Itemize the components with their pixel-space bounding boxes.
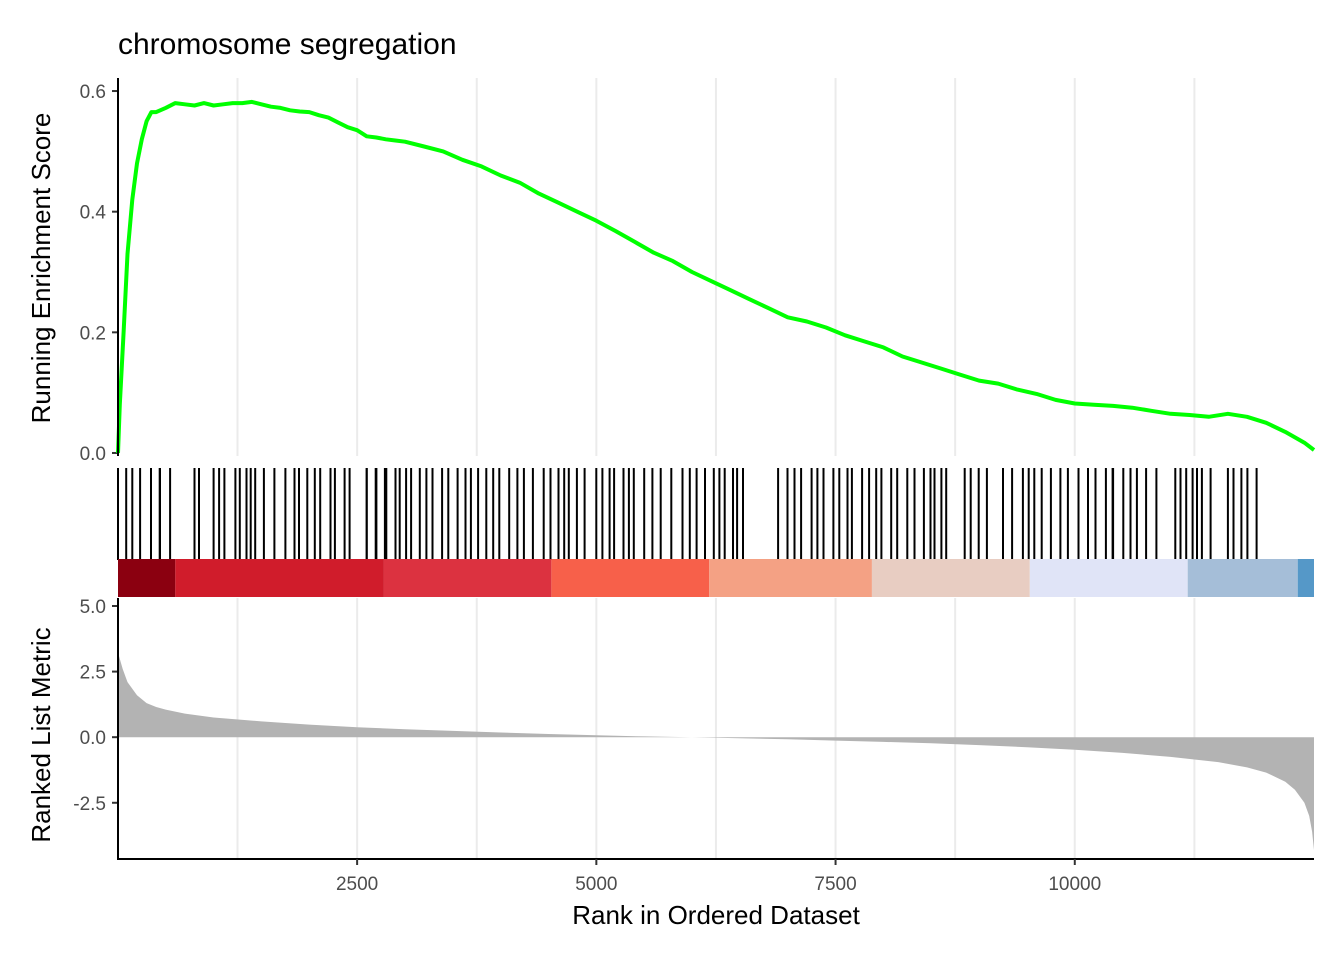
ranked-metric-y-axis: -2.5 0.0 2.5 5.0	[73, 597, 118, 815]
ranked-metric-y-title: Ranked List Metric	[26, 627, 56, 842]
ranked-metric-gridlines	[236, 598, 1196, 859]
x-tick-label-2: 5000	[575, 874, 617, 895]
gene-hit-panel	[117, 468, 1258, 560]
ranked-metric-y-tick-label-1: -2.5	[73, 794, 106, 815]
running-score-y-tick-label-2: 0.2	[80, 323, 106, 344]
color-bar-segment-9	[1297, 559, 1314, 597]
ranked-metric-y-tick-label-3: 2.5	[80, 663, 106, 684]
running-score-y-axis: 0.0 0.2 0.4 0.6	[80, 82, 118, 465]
chart-title: chromosome segregation	[118, 28, 457, 61]
x-axis: 2500 5000 7500 10000	[336, 859, 1101, 895]
x-axis-title: Rank in Ordered Dataset	[572, 900, 860, 930]
running-score-panel: 0.0 0.2 0.4 0.6 Running Enrichment Score	[26, 78, 1316, 465]
color-bar-segment-5	[709, 559, 872, 597]
running-score-y-title: Running Enrichment Score	[26, 113, 56, 424]
running-score-y-tick-label-1: 0.0	[80, 444, 106, 465]
ranked-metric-panel: -2.5 0.0 2.5 5.0 2500 5000 7500 10000 Ranked L…	[26, 597, 1314, 930]
rank-color-bar	[118, 559, 1314, 597]
running-score-y-tick-label-4: 0.6	[80, 82, 106, 103]
color-bar-segment-6	[871, 559, 1030, 597]
color-bar-segment-1	[118, 559, 176, 597]
x-tick-label-1: 2500	[336, 874, 378, 895]
color-bar-segment-7	[1029, 559, 1188, 597]
x-tick-label-3: 7500	[814, 874, 856, 895]
color-bar-segment-4	[551, 559, 710, 597]
running-score-line	[116, 99, 1316, 454]
ranked-metric-y-tick-label-2: 0.0	[80, 728, 106, 749]
ranked-metric-y-tick-label-4: 5.0	[80, 597, 106, 618]
running-score-gridlines	[236, 78, 1196, 456]
x-tick-label-4: 10000	[1048, 874, 1101, 895]
color-bar-segment-3	[383, 559, 552, 597]
color-bar-segment-8	[1187, 559, 1298, 597]
running-score-y-tick-label-3: 0.4	[80, 203, 107, 224]
color-bar-segment-2	[175, 559, 384, 597]
